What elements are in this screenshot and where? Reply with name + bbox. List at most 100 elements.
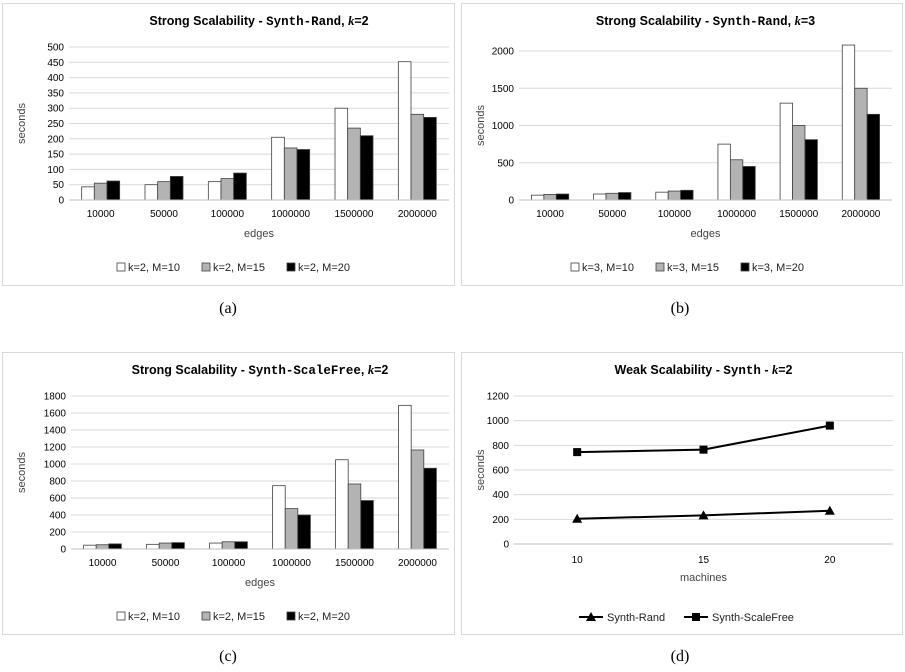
- bar: [555, 193, 570, 201]
- caption-a: (a): [219, 300, 237, 317]
- bar: [209, 542, 223, 550]
- legend-label: Synth-Rand: [607, 612, 665, 624]
- legend-swatch: [116, 611, 126, 621]
- bar: [742, 166, 756, 201]
- bar: [717, 143, 731, 201]
- y-tick-label: 1400: [44, 426, 67, 437]
- bar: [146, 543, 160, 550]
- y-tick-label: 800: [49, 477, 66, 488]
- x-tick-label: 20: [824, 555, 836, 566]
- x-tick-label: 1500000: [779, 209, 818, 220]
- bar: [271, 136, 285, 201]
- y-tick-label: 200: [47, 134, 64, 145]
- x-tick-label: 50000: [598, 209, 626, 220]
- legend-label: k=3, M=10: [582, 262, 634, 274]
- data-point: [699, 445, 708, 454]
- x-tick-label: 1000000: [272, 558, 311, 569]
- y-tick-label: 250: [47, 119, 64, 130]
- x-tick-label: 2000000: [398, 558, 437, 569]
- bar: [106, 180, 121, 201]
- bar: [605, 192, 619, 201]
- bar: [410, 449, 425, 550]
- bar: [83, 544, 97, 550]
- bar: [95, 544, 110, 550]
- caption-c: (c): [219, 648, 237, 665]
- y-tick-label: 2000: [492, 47, 515, 58]
- x-tick-label: 100000: [211, 209, 245, 220]
- chart-title: Strong Scalability - Synth-ScaleFree, k=…: [132, 363, 389, 378]
- y-tick-label: 1200: [44, 443, 67, 454]
- chart-c: Strong Scalability - Synth-ScaleFree, k=…: [16, 363, 449, 623]
- bar: [779, 102, 793, 201]
- bar: [359, 135, 374, 201]
- y-tick-label: 200: [492, 515, 509, 526]
- bar: [655, 191, 669, 201]
- x-tick-label: 2000000: [398, 209, 437, 220]
- bar: [169, 176, 184, 201]
- bar: [680, 189, 694, 201]
- x-tick-label: 100000: [212, 558, 246, 569]
- y-axis-label: seconds: [475, 449, 487, 490]
- x-tick-label: 50000: [150, 209, 178, 220]
- bar: [108, 543, 122, 550]
- bar: [729, 159, 744, 201]
- legend-swatch: [740, 262, 750, 272]
- bar: [423, 116, 437, 201]
- chart-title: Weak Scalability - Synth - k=2: [615, 363, 793, 378]
- bar: [618, 192, 632, 201]
- x-tick-label: 1500000: [335, 558, 374, 569]
- y-tick-label: 300: [47, 104, 64, 115]
- x-tick-label: 1000000: [717, 209, 756, 220]
- x-tick-label: 10000: [87, 209, 115, 220]
- x-tick-label: 15: [698, 555, 710, 566]
- bar: [334, 107, 349, 201]
- y-tick-label: 500: [47, 43, 64, 54]
- bar: [854, 87, 868, 201]
- legend-label: k=2, M=20: [298, 262, 350, 274]
- bar: [667, 190, 682, 201]
- bar: [297, 514, 311, 550]
- bar: [233, 172, 247, 201]
- y-tick-label: 600: [49, 494, 66, 505]
- bar: [221, 541, 236, 550]
- bar: [171, 542, 185, 550]
- chart-panel-b: Strong Scalability - Synth-Rand, k=3 0 500…: [461, 3, 903, 286]
- y-tick-label: 400: [49, 511, 66, 522]
- caption-b: (b): [670, 300, 690, 317]
- y-tick-label: 400: [47, 73, 64, 84]
- legend-swatch: [286, 611, 296, 621]
- y-tick-label: 500: [497, 158, 514, 169]
- bar: [234, 541, 248, 550]
- bar: [360, 500, 374, 550]
- bar: [81, 186, 95, 201]
- y-tick-label: 100: [47, 165, 64, 176]
- y-tick-label: 600: [492, 466, 509, 477]
- bar: [347, 127, 361, 201]
- chart-panel-a: Strong Scalability - Synth-Rand, k=2 0 50 1…: [2, 3, 455, 286]
- x-tick-label: 100000: [658, 209, 692, 220]
- y-tick-label: 0: [503, 540, 509, 551]
- y-tick-label: 1800: [44, 392, 67, 403]
- x-axis-label: edges: [691, 228, 721, 240]
- y-tick-label: 450: [47, 58, 64, 69]
- x-tick-label: 2000000: [841, 209, 880, 220]
- legend-label: Synth-ScaleFree: [712, 612, 794, 624]
- bar: [593, 193, 607, 201]
- caption-d: (d): [670, 648, 690, 665]
- x-axis-label: edges: [245, 577, 275, 589]
- bar: [207, 181, 222, 201]
- y-axis-label: seconds: [16, 452, 28, 493]
- y-tick-label: 1500: [492, 84, 515, 95]
- x-tick-label: 10: [572, 555, 584, 566]
- bar: [397, 61, 412, 201]
- data-point: [572, 513, 583, 523]
- legend-swatch: [116, 262, 126, 272]
- chart-title: Strong Scalability - Synth-Rand, k=3: [596, 14, 815, 29]
- bar: [272, 485, 286, 550]
- legend-label: k=2, M=10: [128, 611, 180, 623]
- legend-label: k=3, M=15: [667, 262, 719, 274]
- bar: [792, 125, 806, 201]
- x-axis-label: edges: [244, 228, 274, 240]
- y-tick-label: 350: [47, 88, 64, 99]
- x-tick-label: 1500000: [335, 209, 374, 220]
